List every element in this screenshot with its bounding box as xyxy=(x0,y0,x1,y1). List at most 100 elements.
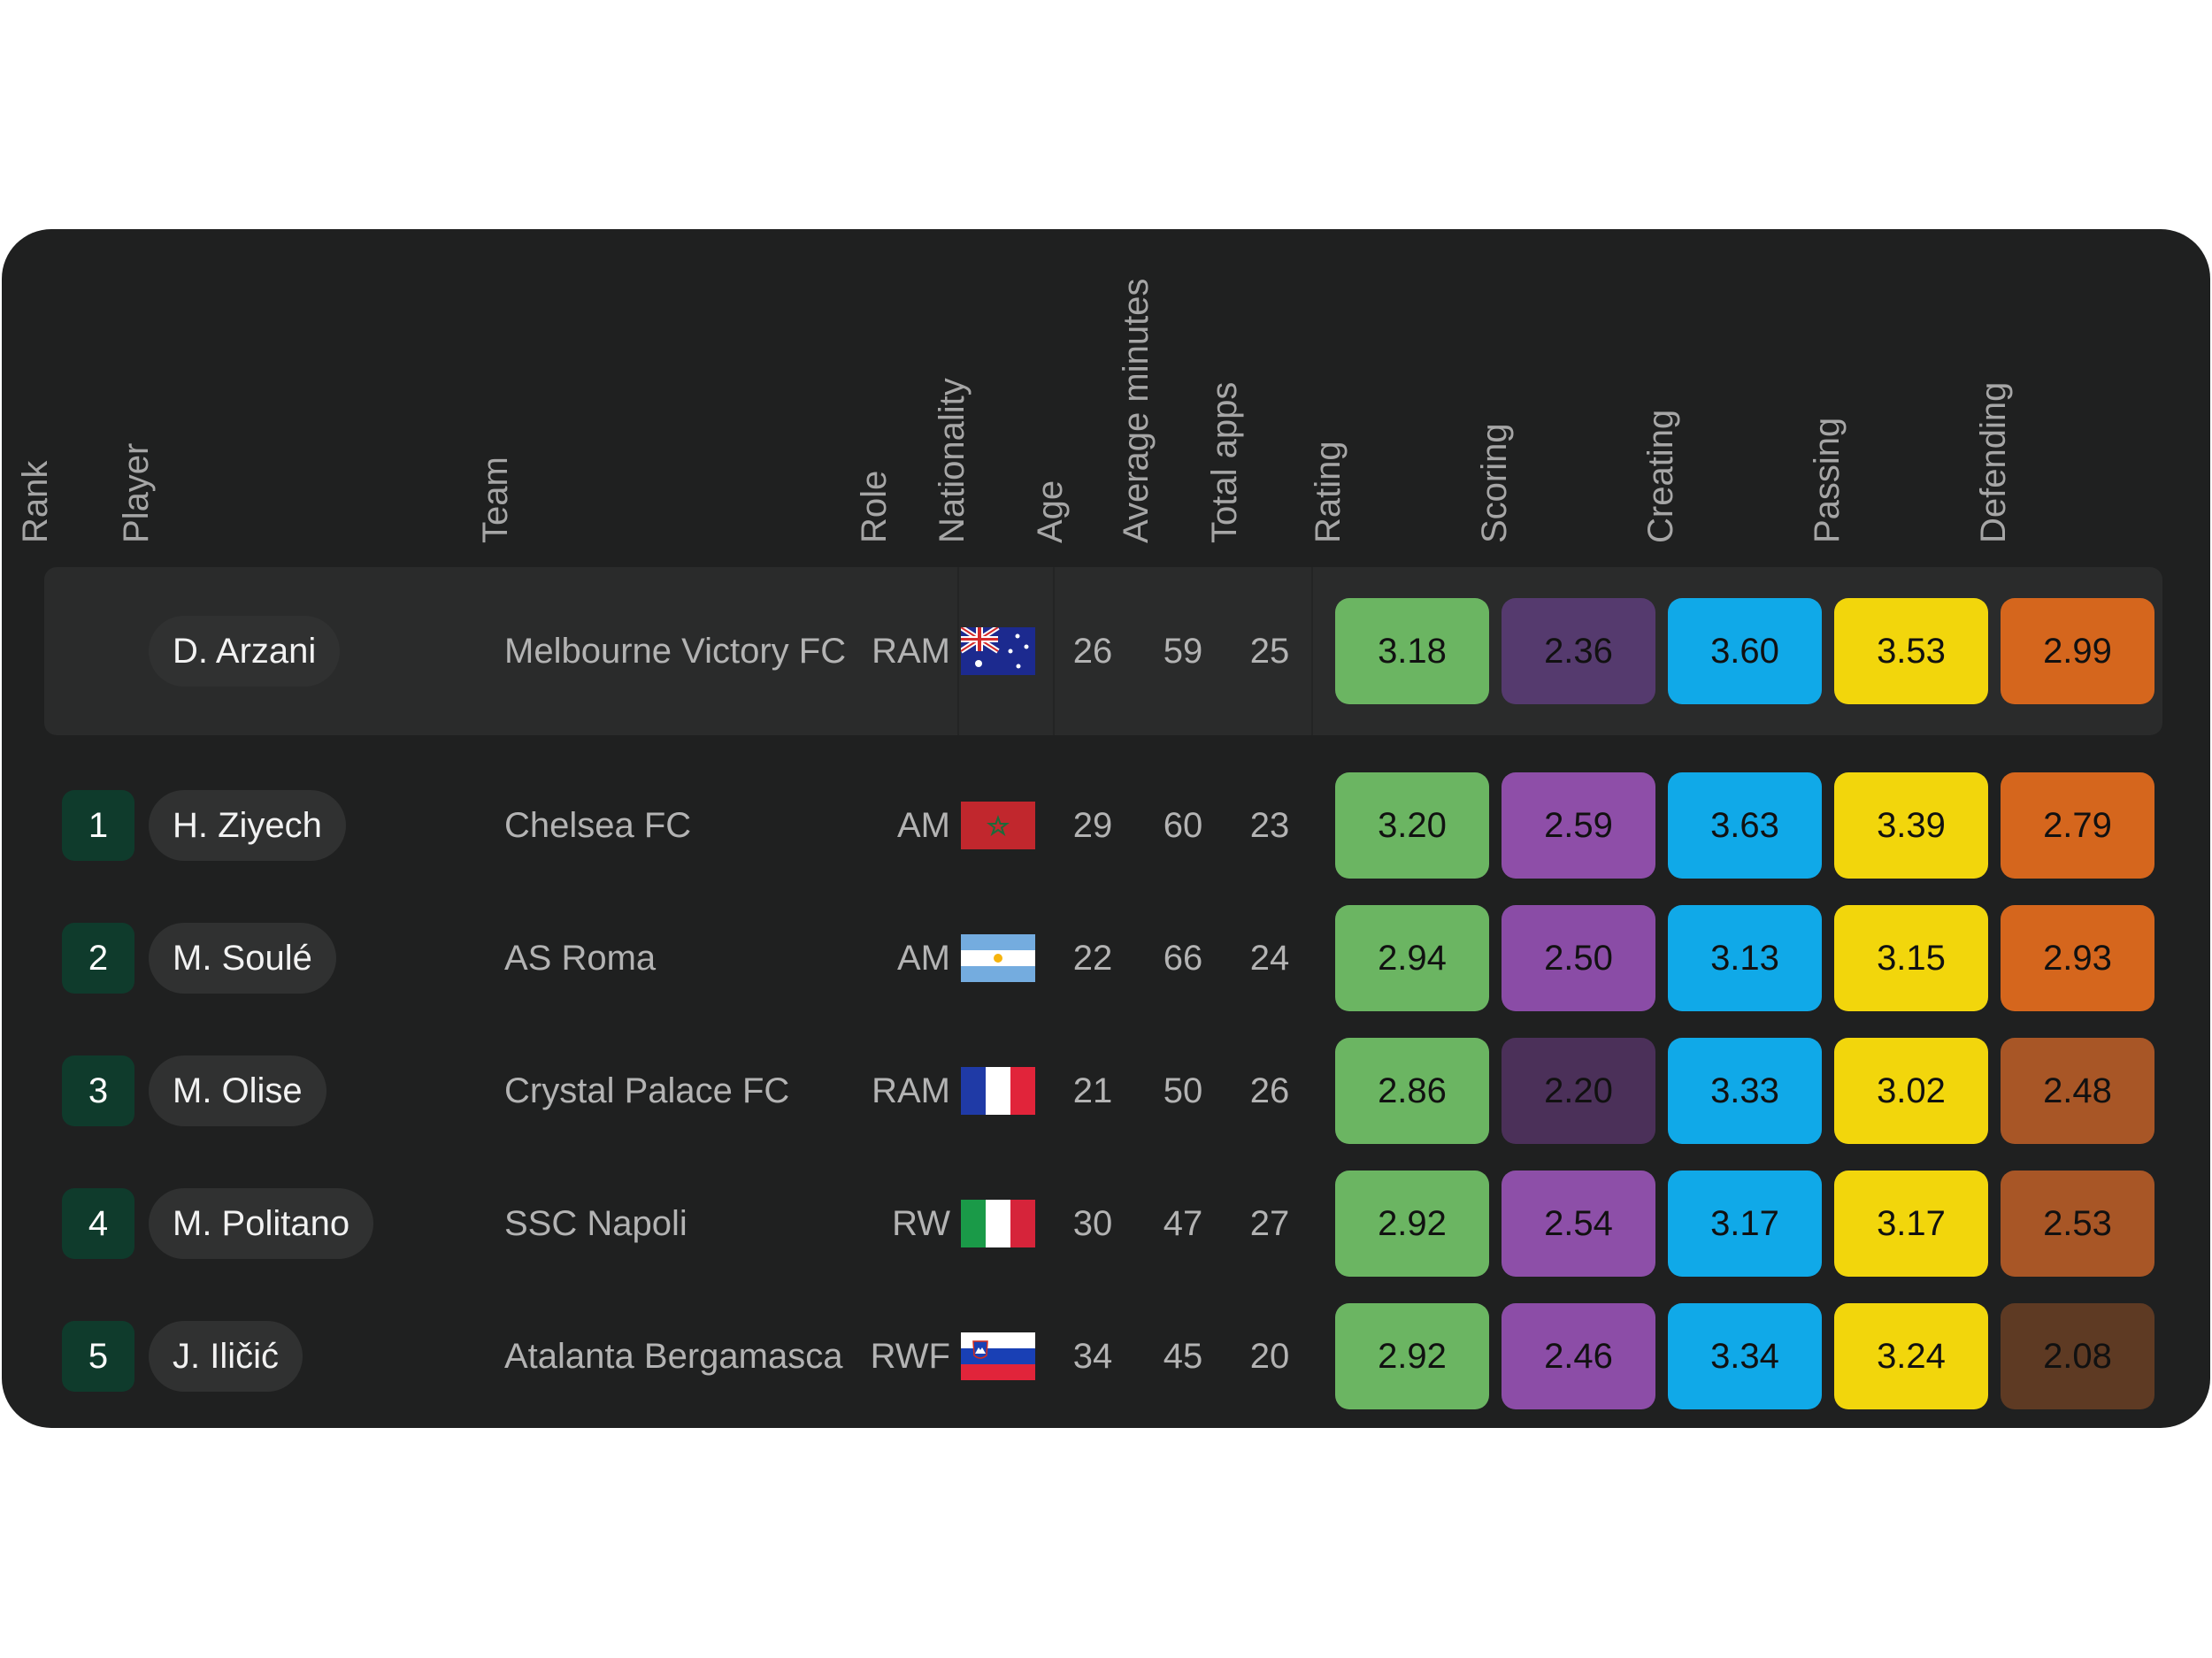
player-comparison-table: D. Arzani Melbourne Victory FC RAM 26 59 25 3.… xyxy=(2,229,2210,1428)
defending-score: 2.93 xyxy=(2001,905,2154,1011)
rank-badge: 4 xyxy=(62,1188,134,1259)
total-apps-value: 23 xyxy=(1249,806,1290,845)
team-name: Melbourne Victory FC xyxy=(504,632,847,671)
defending-score: 2.08 xyxy=(2001,1303,2154,1409)
column-header-avg-minutes[interactable]: Average minutes xyxy=(1117,278,1156,543)
rating-score: 2.94 xyxy=(1335,905,1489,1011)
australia-flag-icon xyxy=(961,627,1035,675)
passing-score: 3.53 xyxy=(1834,598,1988,704)
defending-score: 2.48 xyxy=(2001,1038,2154,1144)
rating-score: 2.86 xyxy=(1335,1038,1489,1144)
passing-score: 3.17 xyxy=(1834,1171,1988,1277)
age-value: 26 xyxy=(1072,632,1113,671)
rank-badge: 3 xyxy=(62,1055,134,1126)
age-value: 22 xyxy=(1072,939,1113,978)
table-row[interactable]: 2 M. Soulé AS Roma AM 22 66 24 2.94 2.50 3.13 3.15… xyxy=(2,905,2210,1011)
column-header-role[interactable]: Role xyxy=(855,470,894,543)
passing-score: 3.15 xyxy=(1834,905,1988,1011)
column-header-defending[interactable]: Defending xyxy=(1974,381,2013,543)
player-role: RAM xyxy=(851,598,950,704)
team-name: AS Roma xyxy=(504,939,657,978)
slovenia-flag-icon xyxy=(961,1332,1035,1380)
defending-score: 2.53 xyxy=(2001,1171,2154,1277)
rank-badge: 2 xyxy=(62,923,134,994)
age-value: 29 xyxy=(1072,806,1113,845)
scoring-score: 2.46 xyxy=(1502,1303,1655,1409)
table-row[interactable]: 3 M. Olise Crystal Palace FC RAM 21 50 26 2.86 2… xyxy=(2,1038,2210,1144)
column-header-player[interactable]: Player xyxy=(117,442,156,543)
age-value: 30 xyxy=(1072,1204,1113,1243)
morocco-flag-icon xyxy=(961,802,1035,849)
rating-score: 2.92 xyxy=(1335,1303,1489,1409)
column-header-passing[interactable]: Passing xyxy=(1808,417,1847,543)
column-header-scoring[interactable]: Scoring xyxy=(1475,423,1514,543)
column-divider xyxy=(1053,567,1055,735)
player-role: RAM xyxy=(851,1038,950,1144)
scoring-score: 2.20 xyxy=(1502,1038,1655,1144)
age-value: 21 xyxy=(1072,1071,1113,1110)
column-header-team[interactable]: Team xyxy=(476,457,515,543)
avg-minutes-value: 47 xyxy=(1163,1204,1203,1243)
total-apps-value: 27 xyxy=(1249,1204,1290,1243)
creating-score: 3.63 xyxy=(1668,772,1822,879)
avg-minutes-value: 59 xyxy=(1163,632,1203,671)
table-row[interactable]: 5 J. Iličić Atalanta Bergamasca RWF 34 45 20 2.… xyxy=(2,1303,2210,1409)
column-header-creating[interactable]: Creating xyxy=(1641,409,1680,543)
player-role: AM xyxy=(851,905,950,1011)
defending-score: 2.79 xyxy=(2001,772,2154,879)
column-header-rank[interactable]: Rank xyxy=(16,460,55,543)
total-apps-value: 24 xyxy=(1249,939,1290,978)
italy-flag-icon xyxy=(961,1200,1035,1247)
rating-score: 3.20 xyxy=(1335,772,1489,879)
avg-minutes-value: 45 xyxy=(1163,1337,1203,1376)
reference-player-row[interactable]: D. Arzani Melbourne Victory FC RAM 26 59 25 3.… xyxy=(2,598,2210,704)
table-row[interactable]: 4 M. Politano SSC Napoli RW 30 47 27 2.92 2.54 3.… xyxy=(2,1171,2210,1277)
rating-score: 2.92 xyxy=(1335,1171,1489,1277)
player-name-chip[interactable]: M. Politano xyxy=(149,1188,374,1259)
column-header-age[interactable]: Age xyxy=(1031,480,1070,543)
team-name: Chelsea FC xyxy=(504,806,692,845)
avg-minutes-value: 66 xyxy=(1163,939,1203,978)
argentina-flag-icon xyxy=(961,934,1035,982)
player-role: RWF xyxy=(851,1303,950,1409)
player-name-chip[interactable]: J. Iličić xyxy=(149,1321,303,1392)
table-row[interactable]: 1 H. Ziyech Chelsea FC AM 29 60 23 3.20 2.59 3.63… xyxy=(2,772,2210,879)
player-name-chip[interactable]: M. Soulé xyxy=(149,923,336,994)
creating-score: 3.60 xyxy=(1668,598,1822,704)
rank-badge: 1 xyxy=(62,790,134,861)
player-name-chip[interactable]: H. Ziyech xyxy=(149,790,346,861)
passing-score: 3.24 xyxy=(1834,1303,1988,1409)
france-flag-icon xyxy=(961,1067,1035,1115)
team-name: Atalanta Bergamasca xyxy=(504,1337,843,1376)
defending-score: 2.99 xyxy=(2001,598,2154,704)
player-name-chip[interactable]: M. Olise xyxy=(149,1055,326,1126)
column-header-rating[interactable]: Rating xyxy=(1309,441,1348,543)
creating-score: 3.13 xyxy=(1668,905,1822,1011)
team-name: SSC Napoli xyxy=(504,1204,687,1243)
column-header-total-apps[interactable]: Total apps xyxy=(1205,381,1244,543)
creating-score: 3.17 xyxy=(1668,1171,1822,1277)
player-role: AM xyxy=(851,772,950,879)
total-apps-value: 26 xyxy=(1249,1071,1290,1110)
scoring-score: 2.50 xyxy=(1502,905,1655,1011)
avg-minutes-value: 50 xyxy=(1163,1071,1203,1110)
total-apps-value: 25 xyxy=(1249,632,1290,671)
scoring-score: 2.36 xyxy=(1502,598,1655,704)
column-divider xyxy=(957,567,959,735)
creating-score: 3.33 xyxy=(1668,1038,1822,1144)
player-name-chip[interactable]: D. Arzani xyxy=(149,616,341,687)
column-divider xyxy=(1311,567,1313,735)
player-role: RW xyxy=(851,1171,950,1277)
column-header-nationality[interactable]: Nationality xyxy=(933,378,972,543)
rank-badge: 5 xyxy=(62,1321,134,1392)
passing-score: 3.39 xyxy=(1834,772,1988,879)
team-name: Crystal Palace FC xyxy=(504,1071,790,1110)
age-value: 34 xyxy=(1072,1337,1113,1376)
passing-score: 3.02 xyxy=(1834,1038,1988,1144)
scoring-score: 2.59 xyxy=(1502,772,1655,879)
scoring-score: 2.54 xyxy=(1502,1171,1655,1277)
creating-score: 3.34 xyxy=(1668,1303,1822,1409)
total-apps-value: 20 xyxy=(1249,1337,1290,1376)
avg-minutes-value: 60 xyxy=(1163,806,1203,845)
rating-score: 3.18 xyxy=(1335,598,1489,704)
